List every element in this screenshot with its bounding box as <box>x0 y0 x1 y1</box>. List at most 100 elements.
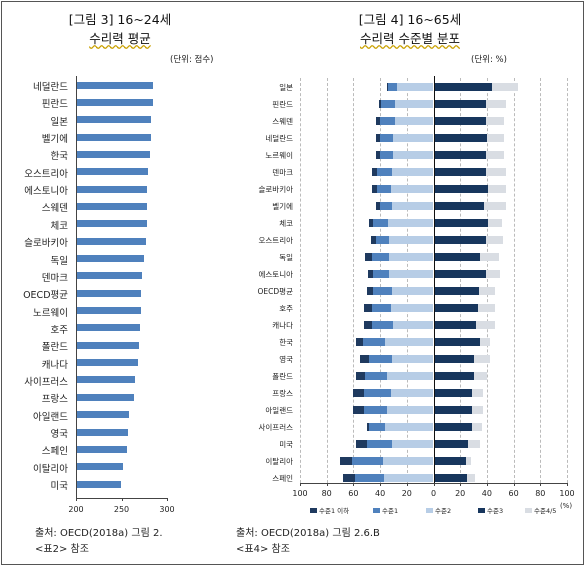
right-tick-label: 40 <box>375 489 386 498</box>
right-category-label: 영국 <box>279 355 293 364</box>
left-bar <box>76 133 151 141</box>
right-bar-segment-level1 <box>352 457 383 465</box>
left-category-label: 아일랜드 <box>33 411 68 423</box>
right-bar-segment-level3 <box>433 100 486 108</box>
left-bar <box>76 202 147 210</box>
left-category-label: 사이프러스 <box>24 376 68 388</box>
right-bar-segment-level2 <box>384 474 434 482</box>
left-axis-y <box>76 76 77 499</box>
right-bar-segment-level1 <box>364 389 391 397</box>
right-bar-segment-level3 <box>433 219 489 227</box>
right-gridline <box>513 78 515 483</box>
left-category-label: 덴마크 <box>41 272 68 284</box>
right-bar-segment-level2 <box>393 151 434 159</box>
left-category-label: 스웨덴 <box>41 203 68 215</box>
right-category-label: 한국 <box>279 338 293 347</box>
right-bar-segment-level1 <box>369 355 393 363</box>
right-category-label: 덴마크 <box>272 168 293 177</box>
right-tick-mark <box>406 483 408 486</box>
right-bar-segment-level3 <box>433 168 486 176</box>
right-gridline <box>380 78 382 483</box>
right-bar-segment-level4-5 <box>477 304 495 312</box>
right-gridline <box>326 78 328 483</box>
right-bar-segment-level4-5 <box>492 83 518 91</box>
right-bar-segment-level4-5 <box>488 219 502 227</box>
right-bar-segment-level4-5 <box>484 202 506 210</box>
right-bar-segment-below-level1 <box>376 117 381 125</box>
legend-item: 수준3 <box>478 505 503 515</box>
right-bar-segment-below-level1 <box>340 457 353 465</box>
right-bar-segment-below-level1 <box>370 236 377 244</box>
right-bar-segment-level2 <box>393 321 434 329</box>
left-category-label: 오스트리아 <box>24 168 68 180</box>
right-bar-segment-level2 <box>388 219 434 227</box>
right-bar-segment-below-level1 <box>386 83 389 91</box>
left-tick-mark <box>121 498 123 501</box>
right-bar-segment-below-level1 <box>364 304 373 312</box>
left-category-label: 벨기에 <box>41 134 68 146</box>
left-chart-title: [그림 3] 16~24세 <box>68 12 172 27</box>
right-category-label: 캐나다 <box>272 321 293 330</box>
left-category-label: 한국 <box>50 151 68 163</box>
legend-label: 수준4/5 <box>534 507 557 515</box>
legend-swatch <box>525 507 532 513</box>
left-tick-label: 200 <box>68 505 84 514</box>
left-tick-label: 250 <box>113 505 130 514</box>
left-category-label: 일본 <box>50 116 68 128</box>
right-bar-segment-level3 <box>433 270 486 278</box>
left-category-label: 이탈리아 <box>33 463 68 475</box>
right-gridline <box>486 78 488 483</box>
left-bar <box>76 428 128 436</box>
right-chart-source: 출처: OECD(2018a) 그림 2.6.B <box>236 528 380 539</box>
right-bar-segment-level4-5 <box>485 270 501 278</box>
right-tick-mark <box>513 483 515 486</box>
right-bar-segment-level2 <box>392 355 434 363</box>
legend-label: 수준2 <box>435 507 452 515</box>
right-tick-label: 100 <box>559 489 575 498</box>
right-bar-segment-level1 <box>377 185 391 193</box>
right-gridline <box>567 78 568 483</box>
right-bar-segment-level4-5 <box>488 185 506 193</box>
right-bar-segment-level4-5 <box>473 355 490 363</box>
right-tick-label: 100 <box>292 489 308 498</box>
right-bar-segment-level4-5 <box>465 457 471 465</box>
right-bar-segment-level1 <box>365 372 387 380</box>
left-tick-mark <box>76 498 77 501</box>
right-gridline <box>460 78 462 483</box>
left-category-label: 프랑스 <box>41 394 68 406</box>
right-category-label: 아일랜드 <box>265 406 293 415</box>
right-bar-segment-level2 <box>397 83 434 91</box>
right-bar-segment-level4-5 <box>472 423 482 431</box>
right-bar-segment-level2 <box>386 406 434 414</box>
right-bar-segment-level1 <box>364 406 387 414</box>
right-tick-mark <box>353 483 355 486</box>
right-bar-segment-level4-5 <box>486 134 505 142</box>
right-bar-segment-level1 <box>373 287 393 295</box>
left-bar <box>76 255 145 262</box>
right-bar-segment-level3 <box>433 338 481 346</box>
left-chart-note: <표2> 참조 <box>35 544 89 555</box>
right-bar-segment-level1 <box>380 202 393 210</box>
legend-swatch <box>373 507 380 513</box>
right-gridline <box>406 78 408 483</box>
right-bar-segment-level1 <box>372 253 390 261</box>
right-bar-segment-level4-5 <box>480 253 499 261</box>
right-bar-segment-level1 <box>366 440 393 448</box>
left-category-label: 폴란드 <box>41 342 68 354</box>
right-bar-segment-level3 <box>433 83 493 91</box>
right-category-label: 사이프러스 <box>258 423 294 432</box>
right-bar-segment-level2 <box>390 304 434 312</box>
left-category-label: 노르웨이 <box>33 307 68 319</box>
right-tick-mark <box>460 483 462 486</box>
left-bar <box>76 359 138 367</box>
left-category-label: 영국 <box>50 429 68 440</box>
right-category-label: 노르웨이 <box>265 151 293 160</box>
right-bar-segment-level2 <box>392 440 434 448</box>
right-bar-segment-below-level1 <box>369 219 374 227</box>
legend-swatch <box>426 507 433 513</box>
right-bar-segment-level4-5 <box>473 372 487 380</box>
right-bar-segment-level1 <box>376 236 390 244</box>
left-bar <box>76 185 147 193</box>
right-bar-segment-level3 <box>433 253 481 261</box>
right-tick-label: 60 <box>348 489 359 498</box>
